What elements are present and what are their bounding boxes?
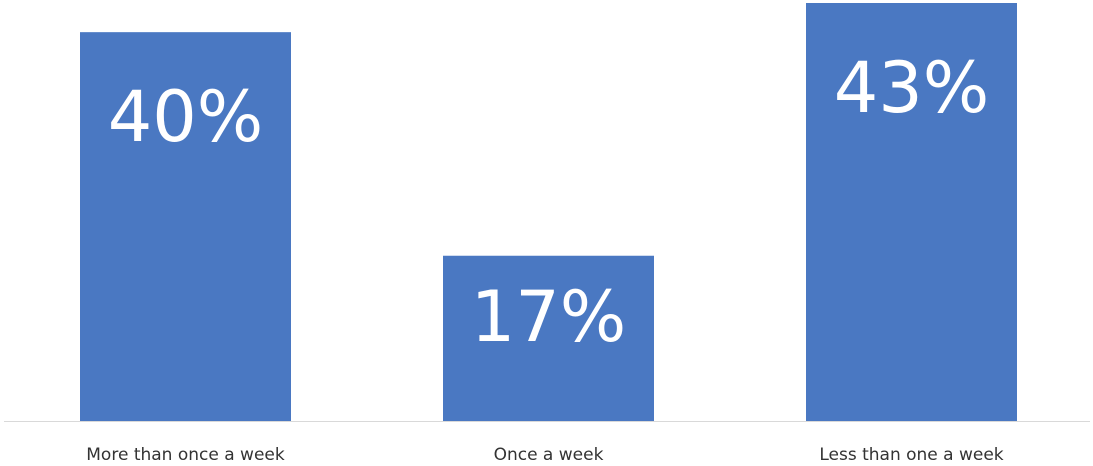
value-label: 43% bbox=[834, 47, 990, 129]
x-tick-label: More than once a week bbox=[86, 445, 285, 465]
bar bbox=[443, 255, 654, 421]
value-label: 40% bbox=[108, 76, 264, 158]
bar bbox=[80, 32, 291, 422]
x-tick-label: Less than one a week bbox=[819, 445, 1003, 465]
value-label: 17% bbox=[471, 276, 627, 358]
bar bbox=[806, 3, 1017, 421]
x-tick-label: Once a week bbox=[494, 445, 604, 465]
